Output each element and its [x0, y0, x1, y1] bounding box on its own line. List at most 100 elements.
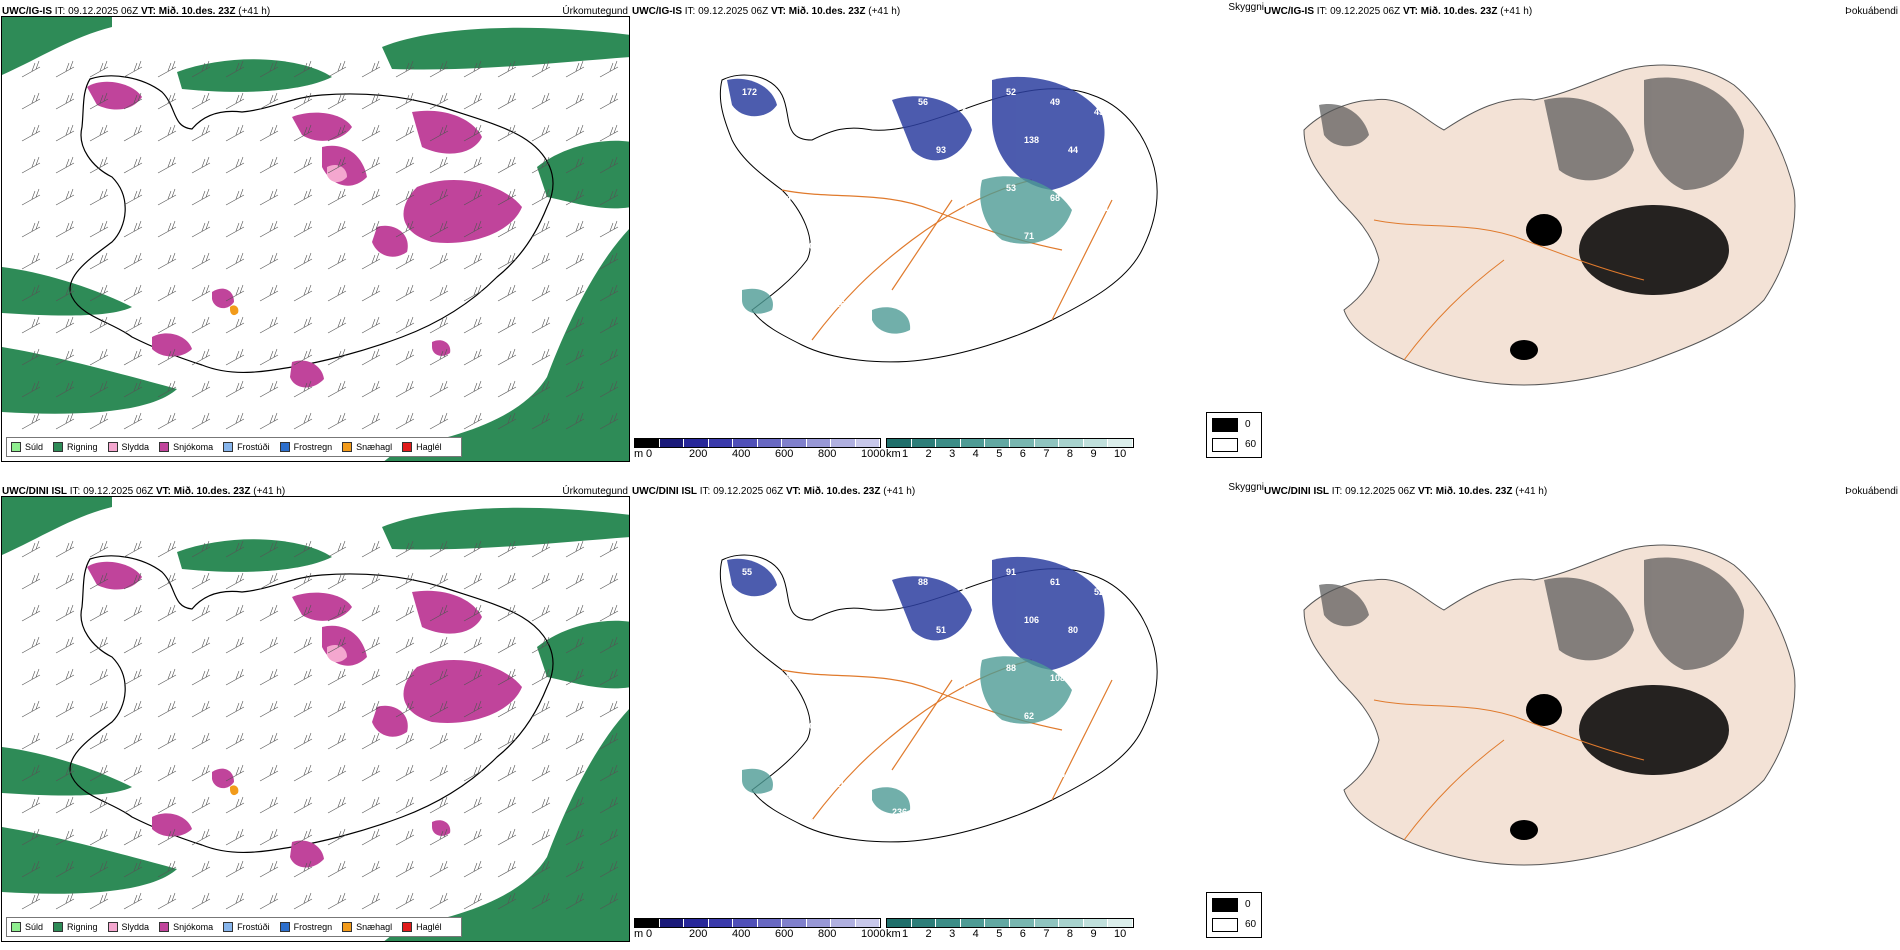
- wind-barb: [225, 348, 245, 366]
- legend-label: Slydda: [121, 922, 150, 932]
- wind-barb: [429, 124, 449, 142]
- wind-barb: [599, 668, 619, 686]
- panel-header: UWC/IG-IS IT: 09.12.2025 06Z VT: Mið. 10…: [1264, 6, 1532, 17]
- wind-barb: [123, 156, 143, 174]
- wind-barb: [157, 316, 177, 334]
- wind-barb: [293, 828, 313, 846]
- wind-barb: [123, 604, 143, 622]
- wind-barb: [565, 636, 585, 654]
- wind-barb: [21, 60, 41, 78]
- legend-label: Súld: [25, 922, 44, 932]
- wind-barb: [395, 156, 415, 174]
- valid-time-label: VT:: [155, 486, 171, 497]
- wind-barb: [429, 668, 449, 686]
- snow-area: [212, 288, 234, 309]
- rain-area: [384, 229, 629, 461]
- wind-barb: [599, 700, 619, 718]
- colorbar-bin: [985, 919, 1010, 927]
- wind-barb: [123, 220, 143, 238]
- wind-barb: [191, 796, 211, 814]
- wind-barb: [55, 188, 75, 206]
- wind-barb: [259, 92, 279, 110]
- height-label: 89: [892, 231, 902, 241]
- wind-barb: [395, 540, 415, 558]
- wind-barb: [463, 764, 483, 782]
- wind-barb: [497, 604, 517, 622]
- colorbar-bin: [635, 439, 660, 447]
- colorbar-tick: 5: [996, 448, 1003, 460]
- height-label: 401: [848, 251, 863, 261]
- wind-barb: [259, 348, 279, 366]
- high-ground-shading: [727, 76, 1105, 190]
- wind-barb: [463, 156, 483, 174]
- snow-area: [322, 145, 367, 186]
- wind-barb: [21, 220, 41, 238]
- wind-barb: [293, 668, 313, 686]
- wind-barb: [55, 860, 75, 878]
- legend-item: Haglél: [402, 922, 442, 932]
- wind-barb: [55, 604, 75, 622]
- wind-barb: [293, 860, 313, 878]
- wind-barb: [55, 636, 75, 654]
- height-label: 88: [918, 577, 928, 587]
- fog-index-shading: [1319, 557, 1744, 670]
- height-label: 93: [936, 145, 946, 155]
- init-time-label: IT:: [684, 6, 696, 17]
- wind-barb: [599, 156, 619, 174]
- wind-barb: [395, 380, 415, 398]
- wind-barb: [497, 348, 517, 366]
- wind-barb: [123, 92, 143, 110]
- wind-barb: [429, 348, 449, 366]
- height-label: 53: [1006, 183, 1016, 193]
- height-label: 85: [874, 567, 884, 577]
- wind-barb: [89, 540, 109, 558]
- wind-barb: [191, 284, 211, 302]
- wind-barb: [599, 188, 619, 206]
- wind-barb: [21, 252, 41, 270]
- height-label: 55: [742, 663, 752, 673]
- height-label: 62: [892, 711, 902, 721]
- wind-barb: [157, 636, 177, 654]
- init-time: 09.12.2025 06Z: [1345, 486, 1416, 497]
- wind-barb: [463, 92, 483, 110]
- wind-barb: [565, 380, 585, 398]
- colorbar-tick: 200: [689, 448, 708, 460]
- snow-area: [322, 625, 367, 666]
- valid-time: Mið. 10.des. 23Z: [1435, 486, 1513, 497]
- rain-area: [2, 267, 132, 316]
- colorbar-bin: [911, 919, 937, 927]
- wind-barb: [327, 92, 347, 110]
- height-labels: 55 79 98 85 88 37 91 61 52 54 60 64 48 51 110 106 80 75 55…: [742, 567, 1127, 837]
- legend-label: Haglél: [416, 922, 442, 932]
- snow-area: [432, 340, 451, 356]
- init-time-label: IT:: [69, 486, 81, 497]
- height-label: 64: [848, 635, 858, 645]
- wind-barb: [395, 348, 415, 366]
- wind-barb: [293, 412, 313, 430]
- legend-swatch: [107, 922, 118, 932]
- wind-barb: [191, 252, 211, 270]
- wind-barb: [429, 700, 449, 718]
- wind-barb: [21, 732, 41, 750]
- wind-barb: [429, 156, 449, 174]
- wind-barb: [327, 220, 347, 238]
- wind-barb: [463, 412, 483, 430]
- wind-barb: [21, 572, 41, 590]
- wind-barb: [463, 220, 483, 238]
- wind-barb: [531, 700, 551, 718]
- snow-area: [432, 820, 451, 836]
- wind-barb: [463, 284, 483, 302]
- wind-barb: [293, 572, 313, 590]
- wind-barb: [89, 764, 109, 782]
- wind-barb: [531, 636, 551, 654]
- wind-barb: [463, 188, 483, 206]
- valid-time-label: VT:: [140, 6, 156, 17]
- colorbar-bin: [782, 919, 807, 927]
- wind-barb: [463, 380, 483, 398]
- legend-label: Frostúði: [237, 442, 270, 452]
- wind-barb: [225, 60, 245, 78]
- wind-barb: [361, 60, 381, 78]
- wind-barb: [259, 700, 279, 718]
- wind-barb: [225, 828, 245, 846]
- snow-pellet-area: [230, 785, 239, 796]
